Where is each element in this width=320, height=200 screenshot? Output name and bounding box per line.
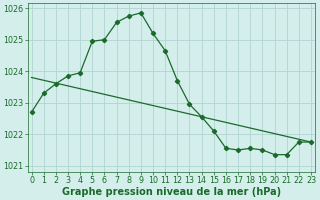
X-axis label: Graphe pression niveau de la mer (hPa): Graphe pression niveau de la mer (hPa)	[62, 187, 281, 197]
